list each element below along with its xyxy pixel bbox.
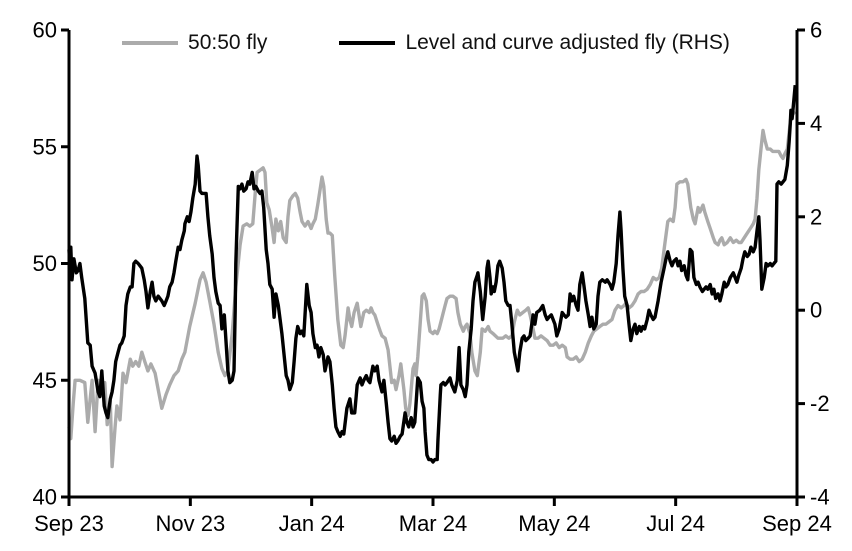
right-axis-tick-label: 6 xyxy=(810,18,822,43)
left-axis-tick-label: 60 xyxy=(33,18,57,43)
right-axis-tick-label: -4 xyxy=(810,485,830,510)
x-axis-tick-label: Jan 24 xyxy=(279,511,345,536)
x-axis-tick-label: Mar 24 xyxy=(399,511,467,536)
right-axis-tick-label: 2 xyxy=(810,204,822,229)
right-axis-tick-label: -2 xyxy=(810,391,830,416)
series-5050-fly-line xyxy=(67,109,797,469)
series-level-curve-adjusted-fly-line xyxy=(67,84,797,464)
right-axis-tick-label: 4 xyxy=(810,111,822,136)
x-axis-tick-label: Sep 24 xyxy=(762,511,832,536)
left-axis-tick-label: 45 xyxy=(33,368,57,393)
x-axis-tick-label: May 24 xyxy=(518,511,590,536)
x-axis-tick-label: Sep 23 xyxy=(34,511,104,536)
left-axis-tick-label: 40 xyxy=(33,485,57,510)
right-axis-tick-label: 0 xyxy=(810,298,822,323)
left-axis-tick-label: 55 xyxy=(33,134,57,159)
x-axis-tick-label: Jul 24 xyxy=(646,511,705,536)
left-axis-tick-label: 50 xyxy=(33,251,57,276)
x-axis-tick-label: Nov 23 xyxy=(155,511,225,536)
